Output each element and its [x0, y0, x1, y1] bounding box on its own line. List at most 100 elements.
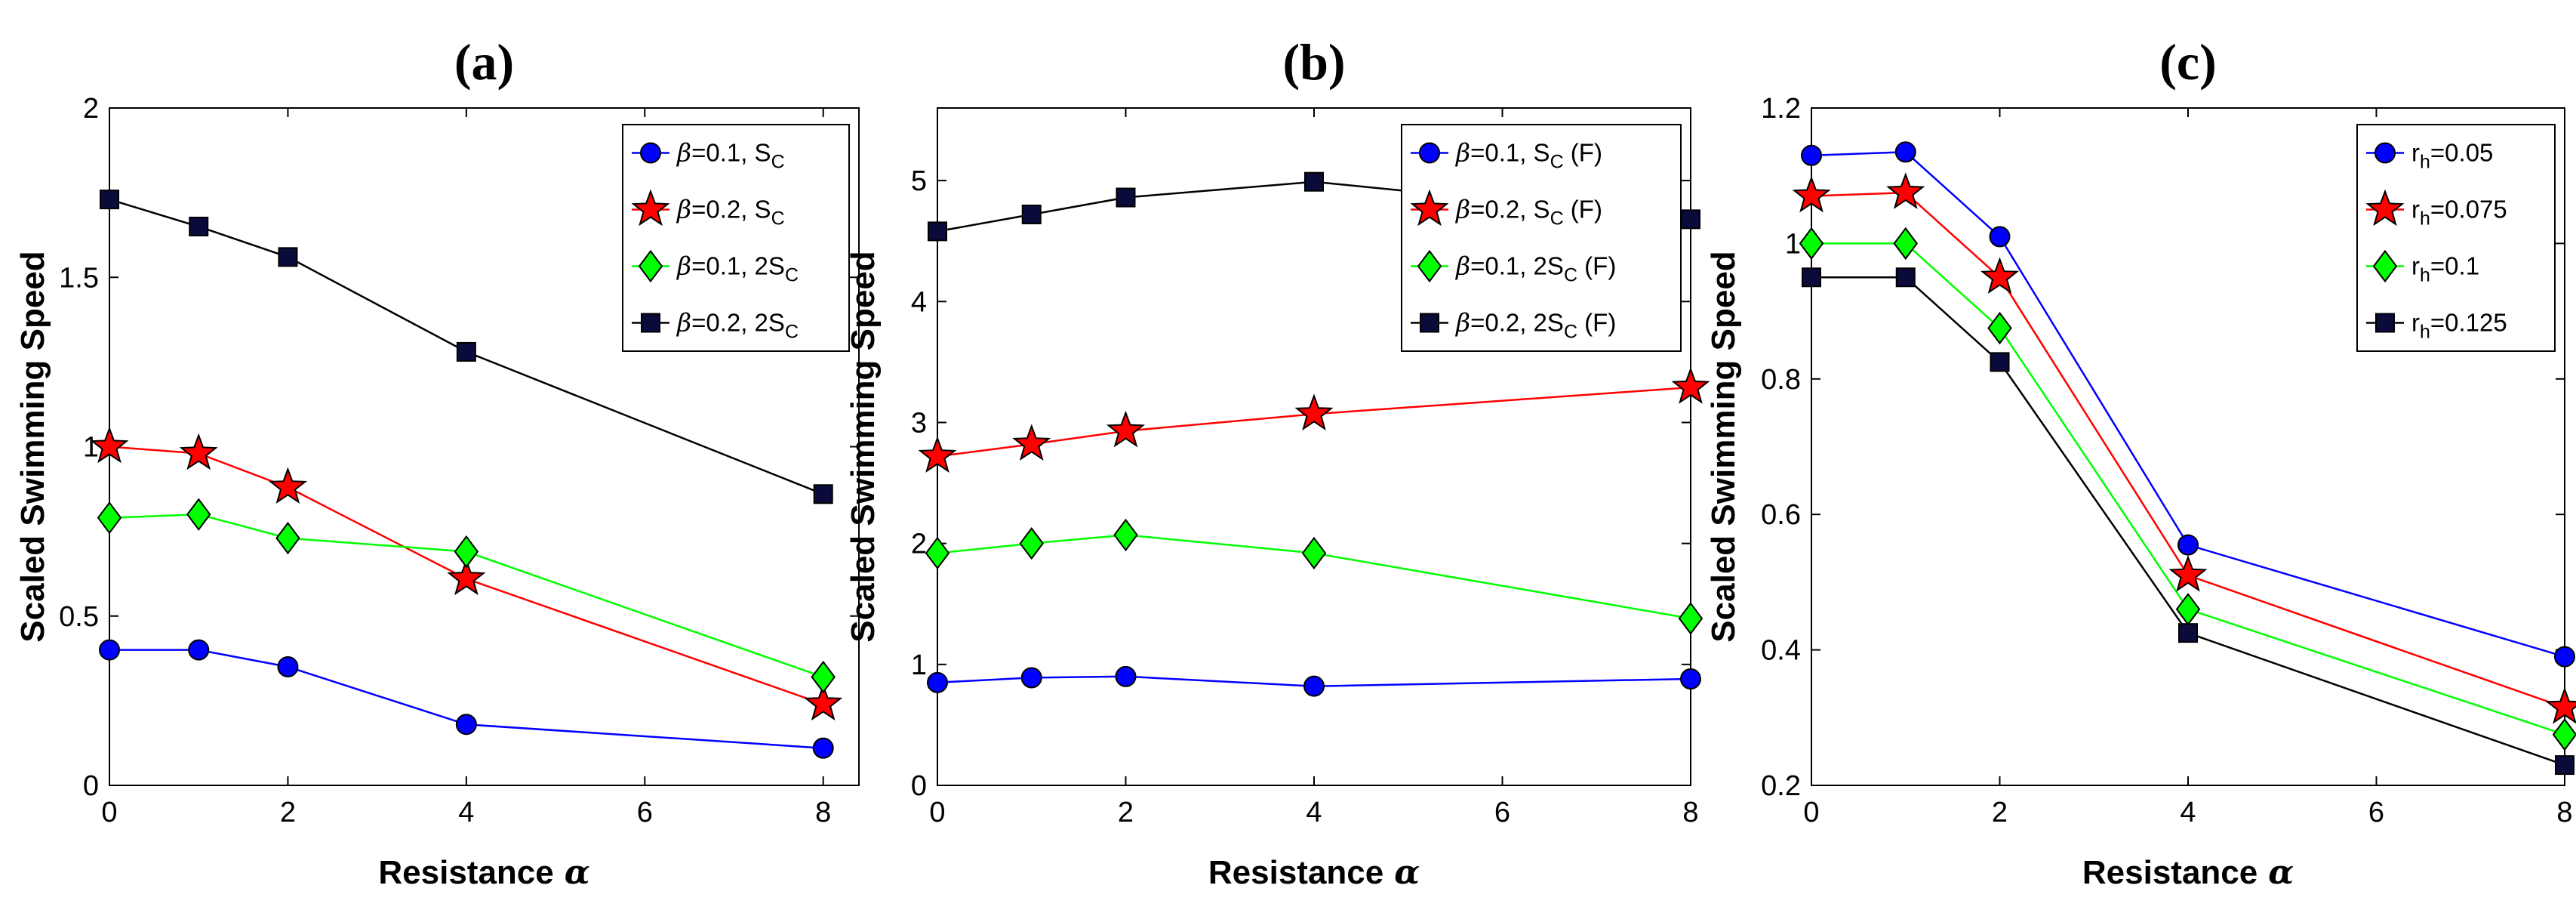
- legend-label-part: =0.075: [2430, 196, 2507, 224]
- y-tick-label: 2: [911, 529, 927, 560]
- data-point-series-2: [90, 426, 129, 464]
- data-point-series-2: [1012, 424, 1051, 461]
- legend-label-part: (F): [1577, 309, 1616, 337]
- legend-label-part: r: [2411, 309, 2420, 337]
- y-tick-label: 3: [911, 407, 927, 439]
- y-tick-label: 1: [911, 649, 927, 681]
- x-axis-label: Resistance α: [378, 853, 589, 892]
- legend-label-part: =0.1, S: [1470, 139, 1550, 167]
- chart-panel-b: (b) 0 2 4 6 8 0 1 2 3 4 5 Resistance α Scaled Swimming…: [845, 33, 1710, 892]
- y-tick-label: 0.6: [1761, 499, 1801, 531]
- data-point-series-4: [2178, 623, 2198, 643]
- legend-marker: [2374, 142, 2396, 164]
- data-point-series-3: [1113, 518, 1138, 552]
- legend: β=0.1, SC (F)β=0.2, SC (F)β=0.1, 2SC (F)…: [1401, 124, 1682, 352]
- data-point-series-4: [278, 247, 298, 267]
- x-tick-label: 2: [1118, 797, 1134, 828]
- legend-label-part: C: [771, 208, 785, 230]
- legend-label-part: C: [1550, 208, 1564, 230]
- x-axis-label: Resistance α: [2082, 853, 2294, 892]
- legend-marker: [1420, 313, 1439, 333]
- data-point-series-4: [1021, 204, 1042, 224]
- data-point-series-3: [186, 498, 211, 531]
- legend-label-part: h: [2420, 265, 2430, 286]
- y-tick-label: 1.2: [1761, 93, 1801, 125]
- data-point-series-2: [179, 433, 218, 470]
- legend-label-part: β: [676, 195, 691, 224]
- data-point-series-2: [1886, 172, 1925, 209]
- y-tick-label: 0.2: [1761, 770, 1801, 802]
- data-point-series-2: [1294, 393, 1334, 431]
- data-point-series-1: [812, 737, 834, 759]
- data-point-series-4: [100, 190, 119, 210]
- x-axis-symbol: α: [565, 853, 590, 892]
- legend-label-1: rh=0.05: [2411, 139, 2493, 173]
- legend-label-part: =0.2, S: [691, 196, 771, 224]
- legend-label-part: =0.1, S: [691, 139, 771, 167]
- data-point-series-3: [2552, 718, 2576, 751]
- data-point-series-1: [1680, 668, 1701, 690]
- legend-label-part: =0.1: [2430, 252, 2479, 280]
- data-point-series-3: [1019, 526, 1044, 560]
- panel-title: (b): [1282, 33, 1345, 91]
- data-point-series-2: [1792, 175, 1831, 213]
- x-tick-label: 6: [1494, 797, 1510, 828]
- x-tick-label: 8: [815, 797, 831, 828]
- y-axis-label: Scaled Swimming Speed: [1705, 251, 1742, 642]
- x-tick-label: 0: [1803, 797, 1819, 828]
- y-tick-label: 0.5: [59, 601, 99, 633]
- x-tick-label: 8: [1682, 797, 1698, 828]
- legend-label-part: β: [1454, 195, 1470, 224]
- data-point-series-4: [928, 221, 947, 242]
- data-point-series-3: [1301, 536, 1327, 570]
- legend-label-part: =0.05: [2430, 139, 2494, 167]
- x-tick-label: 8: [2556, 797, 2572, 828]
- legend-label-part: =0.2, 2S: [1470, 309, 1564, 337]
- x-tick-label: 4: [1306, 797, 1322, 828]
- legend-label-4: β=0.2, 2SC (F): [1454, 308, 1616, 343]
- legend-label-part: =0.125: [2430, 309, 2507, 337]
- y-tick-label: 0.4: [1761, 635, 1801, 667]
- y-tick-label: 0: [83, 770, 99, 802]
- data-point-series-4: [1990, 352, 2010, 372]
- data-point-series-1: [188, 639, 210, 661]
- legend-label-part: C: [785, 322, 799, 343]
- data-point-series-1: [1989, 226, 2011, 248]
- legend-label-part: r: [2411, 196, 2420, 224]
- x-axis-label-text: Resistance: [378, 854, 553, 891]
- legend-marker: [2375, 313, 2395, 333]
- legend-marker: [2365, 189, 2405, 227]
- data-point-series-3: [1799, 227, 1824, 261]
- data-point-series-4: [1895, 267, 1916, 288]
- legend-label-1: β=0.1, SC: [676, 138, 785, 173]
- x-axis-symbol: α: [1394, 853, 1420, 892]
- data-point-series-4: [1304, 171, 1324, 192]
- data-point-series-2: [2545, 686, 2576, 724]
- legend-label-3: rh=0.1: [2411, 252, 2479, 286]
- data-point-series-4: [813, 484, 833, 504]
- legend-marker: [2372, 249, 2398, 283]
- legend-label-part: β: [1454, 138, 1470, 168]
- chart-panel-c: (c) 0 2 4 6 8 0.2 0.4 0.6 0.8 1 1.2 Resistance α Scale…: [1705, 33, 2576, 892]
- legend-label-part: h: [2420, 152, 2430, 173]
- y-tick-label: 1.5: [59, 262, 99, 294]
- legend-marker: [1410, 189, 1449, 227]
- data-point-series-1: [455, 714, 477, 736]
- legend-label-part: β: [1454, 308, 1470, 338]
- data-point-series-2: [804, 683, 843, 721]
- data-point-series-1: [1303, 675, 1325, 697]
- y-tick-label: 4: [911, 286, 927, 318]
- data-point-series-1: [2177, 534, 2199, 556]
- data-point-series-4: [1116, 187, 1136, 208]
- legend-label-part: (F): [1577, 252, 1616, 280]
- legend-marker: [1417, 249, 1442, 283]
- data-point-series-3: [925, 536, 950, 570]
- data-point-series-2: [1980, 257, 2020, 295]
- legend-label-part: h: [2420, 208, 2430, 230]
- legend-label-part: r: [2411, 252, 2420, 280]
- data-point-series-2: [268, 467, 308, 504]
- data-point-series-2: [1671, 367, 1710, 404]
- legend-label-part: =0.1, 2S: [691, 252, 785, 280]
